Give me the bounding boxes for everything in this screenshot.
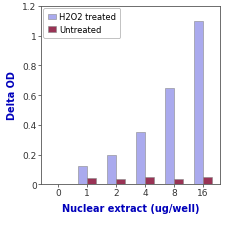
- Bar: [136, 133, 145, 184]
- Bar: [165, 88, 174, 184]
- Bar: [194, 22, 203, 184]
- Bar: [145, 177, 154, 184]
- Y-axis label: Delta OD: Delta OD: [7, 71, 17, 120]
- Bar: [78, 167, 87, 184]
- Bar: [107, 155, 116, 184]
- X-axis label: Nuclear extract (ug/well): Nuclear extract (ug/well): [62, 203, 199, 213]
- Bar: [203, 177, 212, 184]
- Bar: [174, 179, 183, 184]
- Bar: [116, 179, 125, 184]
- Legend: H2O2 treated, Untreated: H2O2 treated, Untreated: [43, 9, 120, 39]
- Bar: [87, 179, 96, 184]
